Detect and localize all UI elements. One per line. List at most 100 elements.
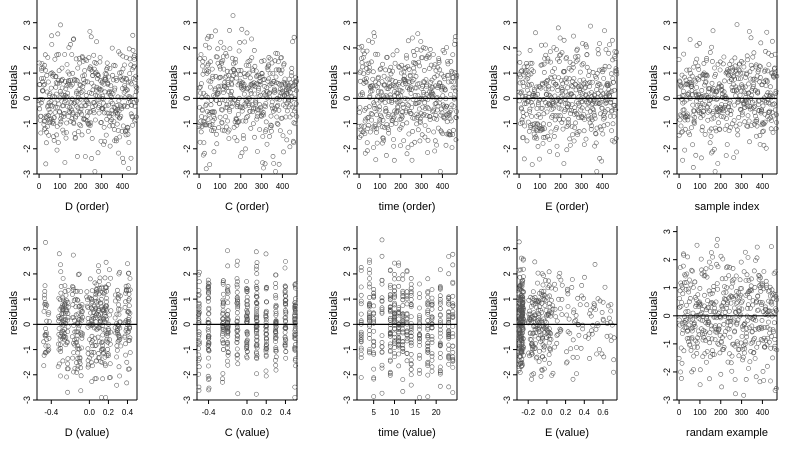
- data-point: [577, 302, 583, 308]
- data-point: [42, 332, 48, 338]
- data-point: [244, 115, 249, 120]
- data-point: [265, 67, 271, 73]
- data-point: [760, 338, 766, 343]
- data-point: [58, 262, 63, 268]
- data-point: [407, 73, 413, 79]
- x-tick-label: 300: [415, 182, 429, 191]
- data-point: [550, 370, 556, 376]
- data-point: [748, 35, 754, 41]
- data-point: [539, 62, 545, 68]
- data-point: [90, 323, 95, 328]
- data-point: [56, 326, 62, 331]
- data-point: [60, 311, 66, 316]
- data-point: [359, 123, 364, 129]
- data-point: [254, 291, 260, 296]
- data-point: [557, 98, 563, 104]
- data-point: [52, 56, 58, 62]
- data-point: [734, 149, 739, 155]
- data-point: [282, 340, 288, 346]
- data-point: [405, 96, 410, 102]
- data-point: [61, 330, 67, 336]
- data-point: [742, 249, 748, 255]
- data-point: [727, 334, 733, 340]
- data-point: [425, 290, 431, 296]
- data-point: [49, 42, 55, 47]
- data-point: [390, 52, 396, 58]
- y-tick-label: 2: [342, 45, 352, 50]
- data-point: [264, 65, 270, 70]
- data-point: [444, 45, 449, 50]
- data-point: [709, 87, 715, 93]
- data-point: [273, 272, 279, 278]
- data-point: [721, 321, 727, 327]
- data-point: [743, 278, 749, 283]
- data-point: [707, 330, 713, 336]
- data-point: [116, 302, 121, 308]
- x-tick-label: 400: [596, 182, 610, 191]
- data-point: [554, 318, 560, 324]
- y-tick-label: 0: [502, 322, 512, 327]
- data-point: [64, 120, 69, 126]
- y-tick-label: -1: [342, 346, 352, 354]
- data-point: [206, 45, 212, 51]
- data-point: [772, 343, 778, 349]
- data-point: [602, 115, 608, 121]
- data-point: [70, 70, 75, 76]
- data-point: [446, 335, 452, 341]
- y-tick-label: 2: [22, 45, 32, 50]
- data-point: [408, 352, 414, 357]
- data-point: [597, 100, 603, 106]
- data-point: [446, 301, 452, 307]
- data-point: [418, 47, 424, 53]
- data-point: [273, 333, 278, 339]
- data-point: [74, 370, 80, 375]
- data-point: [239, 26, 245, 32]
- data-point: [680, 157, 685, 163]
- data-point: [230, 101, 235, 106]
- data-point: [222, 79, 228, 85]
- data-point: [566, 116, 571, 122]
- data-point: [570, 376, 576, 382]
- data-point: [437, 169, 443, 174]
- data-point: [408, 340, 414, 346]
- data-point: [546, 326, 552, 332]
- x-tick-label: 200: [714, 408, 728, 417]
- data-point: [446, 294, 452, 300]
- data-point: [704, 73, 710, 79]
- y-axis-label: residuals: [648, 64, 660, 109]
- data-point: [207, 122, 213, 128]
- data-point: [242, 71, 247, 76]
- data-point: [566, 122, 572, 128]
- data-point: [283, 293, 289, 299]
- data-point: [686, 335, 692, 341]
- data-point: [707, 140, 713, 146]
- x-tick-label: 0.6: [597, 408, 609, 417]
- data-point: [450, 281, 456, 286]
- data-point: [45, 124, 50, 129]
- data-point: [252, 91, 258, 97]
- data-point: [535, 311, 541, 317]
- data-point: [371, 30, 377, 36]
- data-point: [569, 277, 575, 282]
- data-point: [65, 299, 71, 305]
- data-point: [735, 299, 740, 305]
- data-point: [273, 295, 279, 301]
- data-point: [77, 361, 83, 366]
- data-point: [563, 56, 569, 62]
- data-point: [529, 351, 535, 357]
- data-point: [427, 114, 433, 120]
- data-point: [452, 41, 457, 47]
- data-point: [547, 308, 553, 314]
- data-point: [286, 104, 292, 110]
- data-point: [85, 351, 91, 356]
- data-point: [77, 358, 82, 364]
- data-point: [85, 324, 91, 330]
- data-point: [708, 301, 714, 307]
- data-point: [219, 60, 224, 66]
- x-tick-label: 100: [693, 408, 707, 417]
- data-point: [371, 310, 377, 316]
- data-point: [689, 125, 694, 131]
- data-point: [587, 79, 593, 85]
- data-point: [534, 354, 540, 360]
- data-point: [58, 290, 64, 296]
